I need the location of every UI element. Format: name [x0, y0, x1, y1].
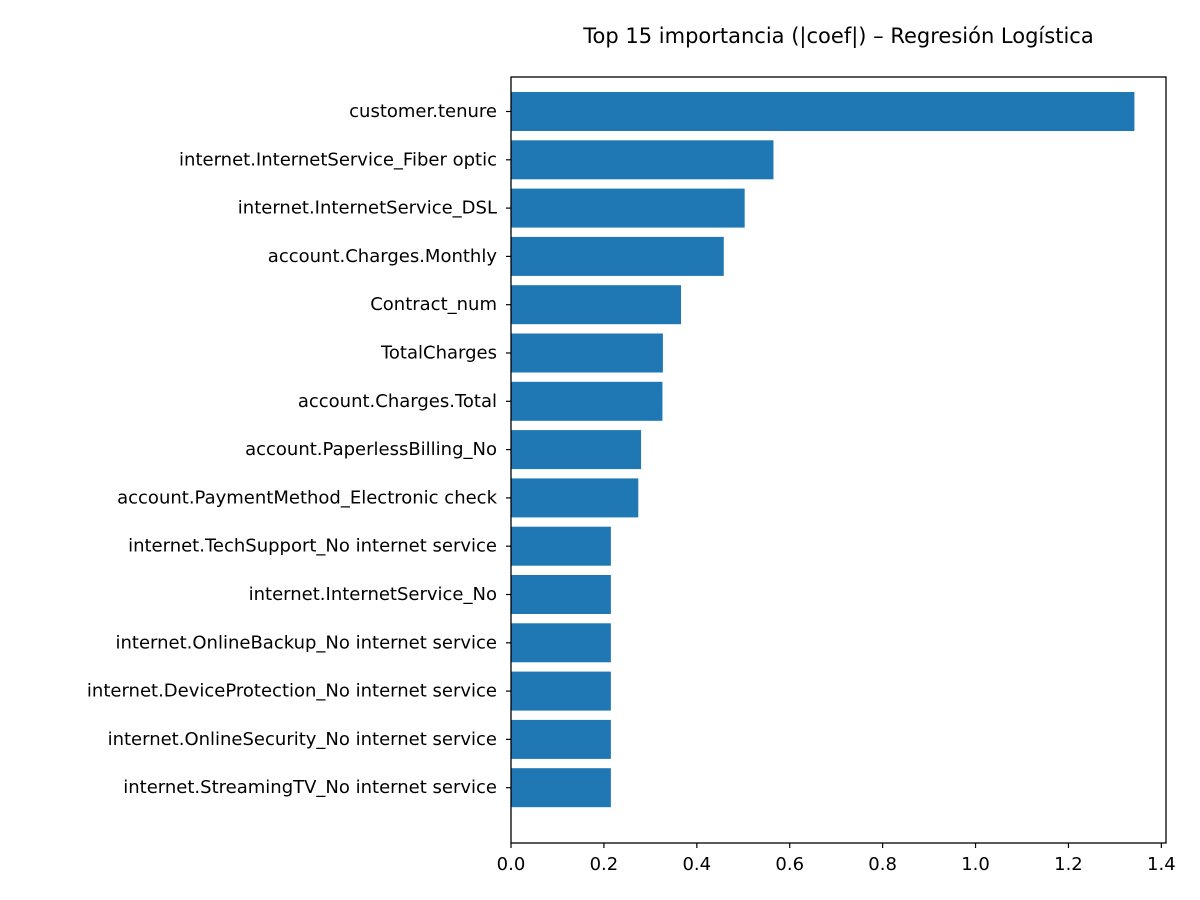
y-tick-label: internet.TechSupport_No internet service — [128, 536, 497, 557]
x-tick-label: 1.2 — [1054, 854, 1083, 875]
y-tick-label: internet.OnlineSecurity_No internet serv… — [108, 729, 497, 750]
x-tick-label: 1.4 — [1147, 854, 1176, 875]
y-tick-label: internet.OnlineBackup_No internet servic… — [116, 632, 498, 653]
bar — [511, 478, 639, 518]
x-tick-label: 1.0 — [961, 854, 990, 875]
y-tick-label: customer.tenure — [349, 101, 497, 122]
bar — [511, 768, 611, 808]
plot-frame — [510, 76, 1167, 844]
bar — [511, 623, 611, 663]
bar — [511, 285, 682, 325]
y-axis-ticks: customer.tenure internet.InternetService_… — [87, 101, 511, 798]
x-tick-label: 0.4 — [682, 854, 711, 875]
chart-title: Top 15 importancia (|coef|) – Regresión … — [582, 24, 1093, 49]
y-tick-label: internet.DeviceProtection_No internet se… — [87, 681, 497, 702]
y-tick-label: internet.StreamingTV_No internet service — [123, 777, 497, 798]
y-tick-label: account.Charges.Monthly — [268, 246, 498, 267]
y-tick-label: internet.InternetService_DSL — [238, 198, 497, 219]
y-tick-label: account.PaperlessBilling_No — [245, 439, 497, 460]
y-tick-label: TotalCharges — [380, 343, 497, 364]
x-tick-label: 0.0 — [497, 854, 526, 875]
bar — [511, 430, 642, 470]
bar — [511, 381, 663, 421]
y-tick-label: account.Charges.Total — [298, 391, 497, 412]
x-tick-label: 0.6 — [775, 854, 804, 875]
bars-group — [511, 92, 1135, 808]
y-tick-label: internet.InternetService_Fiber optic — [179, 149, 497, 170]
bar — [511, 526, 611, 566]
bar — [511, 236, 724, 276]
x-tick-label: 0.8 — [868, 854, 897, 875]
bar — [511, 92, 1135, 131]
bar — [511, 188, 745, 228]
y-tick-label: internet.InternetService_No — [249, 584, 497, 605]
bar — [511, 575, 611, 614]
bar — [511, 140, 774, 180]
x-tick-label: 0.2 — [590, 854, 619, 875]
y-tick-label: Contract_num — [370, 294, 497, 315]
bar — [511, 719, 611, 759]
bar — [511, 333, 663, 373]
bar — [511, 671, 611, 711]
x-axis-ticks: 0.0 0.2 0.4 0.6 0.8 1.0 1.2 1.4 — [497, 843, 1176, 875]
y-tick-label: account.PaymentMethod_Electronic check — [117, 487, 497, 508]
